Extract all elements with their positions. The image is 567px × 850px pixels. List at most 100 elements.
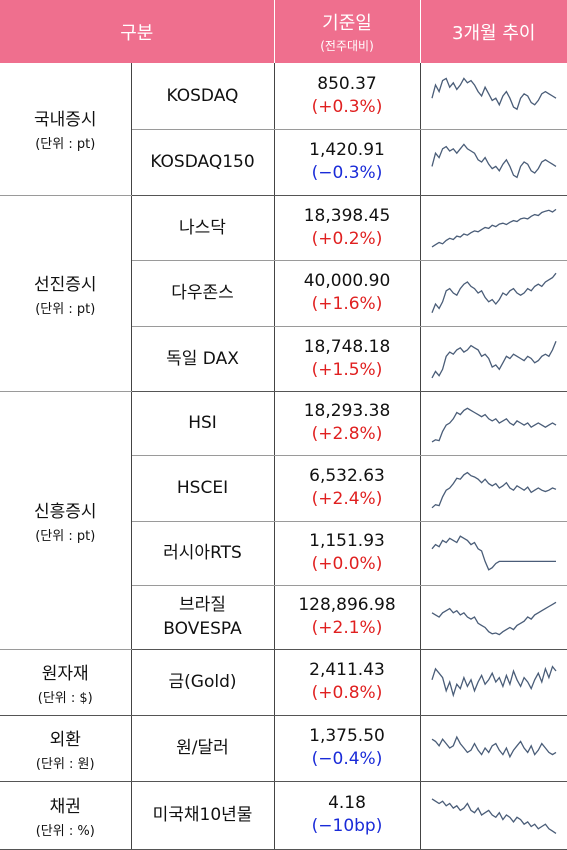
sparkline-line — [431, 208, 557, 248]
value-cell: 128,896.98 (+2.1%) — [274, 585, 421, 650]
trend-cell — [420, 326, 567, 392]
sparkline — [431, 665, 557, 698]
index-name: HSCEI — [131, 455, 275, 522]
sparkline — [431, 341, 557, 379]
value-change: (+0.2%) — [311, 228, 383, 249]
trend-cell — [420, 63, 567, 130]
value-number: 1,420.91 — [309, 140, 385, 160]
index-name: 독일 DAX — [131, 326, 275, 392]
category-name: 선진증시 — [33, 274, 97, 295]
sparkline — [431, 76, 557, 110]
sparkline-line — [431, 535, 556, 571]
trend-cell — [420, 455, 567, 522]
table-row: 국내증시 (단위 : pt) KOSDAQ 850.37 (+0.3%) — [0, 63, 567, 196]
category-cell: 신흥증시 (단위 : pt) — [0, 391, 132, 650]
sparkline — [431, 407, 557, 443]
table-row: 외환 (단위 : 원) 원/달러 1,375.50 (−0.4%) — [0, 715, 567, 782]
sparkline — [431, 601, 557, 636]
value-change: (+2.1%) — [311, 618, 383, 638]
sparkline-line — [431, 143, 557, 179]
value-number: 2,411.43 — [309, 660, 385, 680]
category-cell: 원자재 (단위 : $) — [0, 649, 132, 716]
sparkline-line — [431, 407, 557, 443]
value-cell: 1,151.93 (+0.0%) — [274, 521, 421, 586]
sparkline — [431, 143, 557, 179]
trend-cell — [420, 585, 567, 650]
category-cell: 외환 (단위 : 원) — [0, 715, 132, 782]
table-row: KOSDAQ150 1,420.91 (−0.3%) — [0, 129, 567, 196]
sparkline-line — [431, 272, 557, 314]
value-cell: 4.18 (−10bp) — [274, 781, 421, 850]
sparkline — [431, 798, 557, 834]
sparkline-line — [431, 76, 557, 110]
trend-cell — [420, 715, 567, 782]
trend-cell — [420, 129, 567, 196]
table-row: 브라질 BOVESPA 128,896.98 (+2.1%) — [0, 585, 567, 650]
category-unit: (단위 : pt) — [35, 301, 96, 317]
category-unit: (단위 : pt) — [35, 137, 96, 153]
index-name: KOSDAQ150 — [131, 129, 275, 196]
category-name: 국내증시 — [33, 110, 97, 131]
index-name: 브라질 BOVESPA — [131, 585, 275, 650]
sparkline-line — [431, 735, 557, 759]
category-unit: (단위 : %) — [35, 823, 95, 839]
sparkline — [431, 535, 556, 571]
value-number: 6,532.63 — [309, 466, 385, 486]
value-change: (+2.8%) — [311, 424, 383, 444]
table-row: 원자재 (단위 : $) 금(Gold) 2,411.43 (+0.8%) — [0, 649, 567, 716]
category-unit: (단위 : 원) — [35, 756, 95, 772]
sparkline — [431, 471, 556, 509]
header-row: 구분 기준일 (전주대비) 3개월 추이 — [0, 0, 567, 63]
trend-cell — [420, 521, 567, 586]
table-row: 다우존스 40,000.90 (+1.6%) — [0, 260, 567, 327]
sparkline-line — [431, 341, 557, 379]
category-unit: (단위 : pt) — [35, 528, 96, 544]
category-name: 신흥증시 — [33, 501, 97, 522]
value-number: 18,748.18 — [303, 336, 391, 357]
category-name: 외환 — [49, 729, 81, 750]
category-cell: 선진증시 (단위 : pt) — [0, 195, 132, 392]
sparkline-line — [431, 471, 556, 509]
table-row: HSCEI 6,532.63 (+2.4%) — [0, 455, 567, 522]
value-number: 18,398.45 — [303, 205, 391, 226]
sparkline-line — [431, 798, 557, 834]
value-change: (+1.5%) — [311, 359, 383, 380]
sparkline-line — [431, 601, 557, 636]
value-change: (−0.3%) — [311, 163, 383, 183]
sparkline — [431, 208, 557, 248]
value-change: (+2.4%) — [311, 489, 383, 509]
value-cell: 18,293.38 (+2.8%) — [274, 391, 421, 456]
category-unit: (단위 : $) — [37, 690, 93, 706]
value-number: 128,896.98 — [298, 595, 396, 615]
category-cell: 국내증시 (단위 : pt) — [0, 63, 132, 196]
header-trend: 3개월 추이 — [419, 0, 567, 63]
value-cell: 1,420.91 (−0.3%) — [274, 129, 421, 196]
header-value: 기준일 (전주대비) — [273, 0, 420, 63]
table-row: 러시아RTS 1,151.93 (+0.0%) — [0, 521, 567, 586]
category-name: 원자재 — [41, 663, 89, 684]
table-row: 독일 DAX 18,748.18 (+1.5%) — [0, 326, 567, 392]
trend-cell — [420, 781, 567, 850]
category-cell: 채권 (단위 : %) — [0, 781, 132, 850]
trend-cell — [420, 260, 567, 327]
value-cell: 850.37 (+0.3%) — [274, 63, 421, 130]
value-number: 1,151.93 — [309, 531, 385, 551]
value-change: (−0.4%) — [311, 749, 383, 769]
value-cell: 40,000.90 (+1.6%) — [274, 260, 421, 327]
value-cell: 1,375.50 (−0.4%) — [274, 715, 421, 782]
value-cell: 6,532.63 (+2.4%) — [274, 455, 421, 522]
index-name: 금(Gold) — [131, 649, 275, 716]
trend-cell — [420, 391, 567, 456]
value-number: 1,375.50 — [309, 726, 385, 746]
value-cell: 2,411.43 (+0.8%) — [274, 649, 421, 716]
value-number: 40,000.90 — [303, 271, 391, 291]
value-change: (+1.6%) — [311, 294, 383, 314]
value-change: (+0.8%) — [311, 683, 383, 703]
category-name: 채권 — [49, 796, 81, 817]
value-number: 18,293.38 — [303, 401, 391, 421]
index-name: 원/달러 — [131, 715, 275, 782]
trend-cell — [420, 195, 567, 261]
header-category: 구분 — [0, 0, 274, 63]
sparkline — [431, 735, 557, 759]
